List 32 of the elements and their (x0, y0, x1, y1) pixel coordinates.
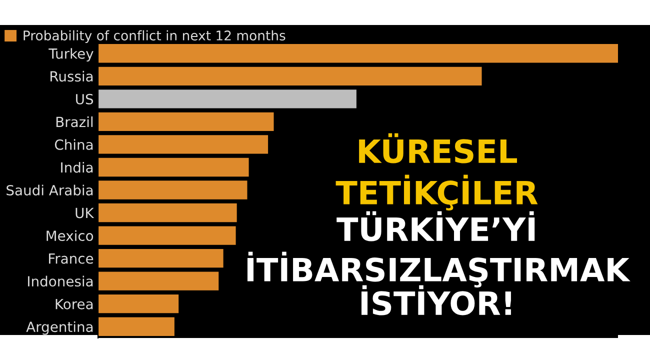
y-tick-label: Saudi Arabia (6, 184, 93, 196)
bar (98, 294, 179, 314)
y-tick-label: Argentina (26, 321, 93, 335)
legend-label: Probability of conflict in next 12 months (24, 30, 286, 44)
bar (98, 66, 482, 86)
bar (98, 90, 356, 108)
y-tick-label: France (49, 253, 94, 264)
y-tick-label: Brazil (56, 116, 93, 128)
bar (98, 180, 248, 200)
bar (98, 272, 219, 290)
bar (98, 226, 236, 245)
y-tick-label: Turkey (48, 48, 94, 62)
annotation: KÜRESEL (359, 133, 517, 164)
annotation: İSTİYOR! (362, 285, 511, 316)
y-tick-label: China (54, 139, 93, 150)
y-tick-label: Indonesia (28, 276, 93, 287)
bar (98, 135, 268, 154)
y-tick-label: Mexico (46, 230, 94, 242)
y-tick-label: Russia (50, 70, 93, 82)
bar (98, 158, 249, 177)
y-tick-label: Korea (56, 298, 93, 310)
bar (98, 248, 224, 268)
annotation: TÜRKİYE’Yİ (336, 211, 535, 242)
annotation: İTİBARSIZLAŞTIRMAK (247, 252, 630, 288)
bar (98, 112, 274, 132)
y-tick-label: US (76, 94, 94, 104)
bar (98, 44, 618, 63)
y-tick-label: UK (76, 208, 94, 218)
annotation: TETİKÇİLER (336, 174, 538, 211)
bar (98, 317, 174, 336)
bar (98, 203, 237, 222)
y-tick-label: India (61, 162, 93, 173)
